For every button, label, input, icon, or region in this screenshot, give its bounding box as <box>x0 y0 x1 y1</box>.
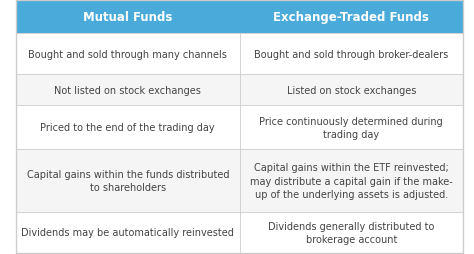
FancyBboxPatch shape <box>239 34 463 75</box>
FancyBboxPatch shape <box>16 75 239 106</box>
FancyBboxPatch shape <box>16 34 239 75</box>
Text: Price continuously determined during
trading day: Price continuously determined during tra… <box>259 116 443 139</box>
FancyBboxPatch shape <box>239 1 463 34</box>
Text: Priced to the end of the trading day: Priced to the end of the trading day <box>40 123 215 133</box>
Text: Bought and sold through broker-dealers: Bought and sold through broker-dealers <box>254 49 448 59</box>
Text: Exchange-Traded Funds: Exchange-Traded Funds <box>273 11 429 24</box>
Text: Not listed on stock exchanges: Not listed on stock exchanges <box>55 85 201 95</box>
Text: Dividends may be automatically reinvested: Dividends may be automatically reinveste… <box>21 227 234 237</box>
Text: Capital gains within the ETF reinvested;
may distribute a capital gain if the ma: Capital gains within the ETF reinvested;… <box>250 163 453 199</box>
FancyBboxPatch shape <box>239 106 463 150</box>
Text: Listed on stock exchanges: Listed on stock exchanges <box>287 85 416 95</box>
Text: Dividends generally distributed to
brokerage account: Dividends generally distributed to broke… <box>268 221 435 244</box>
FancyBboxPatch shape <box>239 212 463 253</box>
FancyBboxPatch shape <box>16 150 239 212</box>
FancyBboxPatch shape <box>239 150 463 212</box>
Text: Capital gains within the funds distributed
to shareholders: Capital gains within the funds distribut… <box>27 169 229 192</box>
Text: Mutual Funds: Mutual Funds <box>83 11 173 24</box>
FancyBboxPatch shape <box>16 106 239 150</box>
FancyBboxPatch shape <box>16 212 239 253</box>
FancyBboxPatch shape <box>239 75 463 106</box>
FancyBboxPatch shape <box>16 1 239 34</box>
Text: Bought and sold through many channels: Bought and sold through many channels <box>28 49 227 59</box>
